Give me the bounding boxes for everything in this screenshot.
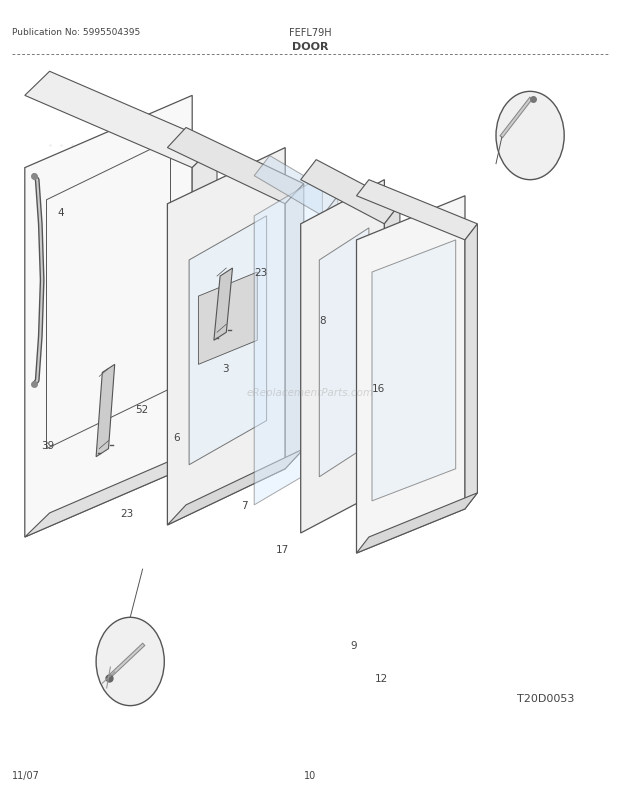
Circle shape [96, 618, 164, 706]
Polygon shape [254, 156, 338, 217]
Text: 12: 12 [374, 673, 388, 683]
Polygon shape [465, 225, 477, 509]
Polygon shape [301, 180, 384, 533]
Text: 52: 52 [135, 404, 148, 414]
Text: T20D0053: T20D0053 [517, 693, 574, 703]
Polygon shape [254, 176, 322, 505]
Text: 23: 23 [120, 508, 134, 518]
Text: eReplacementParts.com: eReplacementParts.com [246, 388, 374, 398]
Circle shape [496, 92, 564, 180]
Polygon shape [301, 160, 400, 225]
Polygon shape [356, 180, 477, 241]
Polygon shape [25, 72, 217, 168]
Text: 16: 16 [371, 384, 385, 394]
Polygon shape [285, 184, 304, 469]
Text: 17: 17 [275, 545, 289, 554]
Polygon shape [319, 229, 369, 477]
Polygon shape [25, 441, 217, 537]
Polygon shape [372, 241, 456, 501]
Text: 4: 4 [58, 208, 64, 217]
Text: 3: 3 [222, 364, 228, 374]
Polygon shape [198, 273, 257, 365]
Polygon shape [25, 96, 192, 537]
Polygon shape [192, 144, 217, 465]
Text: 9: 9 [350, 641, 356, 650]
Polygon shape [167, 449, 304, 525]
Text: 8: 8 [319, 316, 326, 326]
Polygon shape [356, 196, 465, 553]
Text: 10: 10 [524, 132, 536, 141]
Text: 7: 7 [242, 500, 248, 510]
Polygon shape [214, 269, 232, 341]
Text: FEFL79H: FEFL79H [289, 28, 331, 38]
Text: 10: 10 [304, 770, 316, 780]
Polygon shape [96, 365, 115, 457]
Polygon shape [384, 205, 400, 489]
Polygon shape [167, 148, 285, 525]
Polygon shape [322, 196, 338, 465]
Polygon shape [189, 217, 267, 465]
Text: DOOR: DOOR [292, 42, 328, 51]
Text: 39: 39 [41, 440, 55, 450]
Text: 6: 6 [174, 432, 180, 442]
Text: 23: 23 [254, 268, 267, 277]
Text: Publication No: 5995504395: Publication No: 5995504395 [12, 28, 141, 37]
Polygon shape [167, 128, 304, 205]
Polygon shape [356, 493, 477, 553]
Text: 11/07: 11/07 [12, 770, 40, 780]
Text: 60B: 60B [122, 657, 139, 666]
